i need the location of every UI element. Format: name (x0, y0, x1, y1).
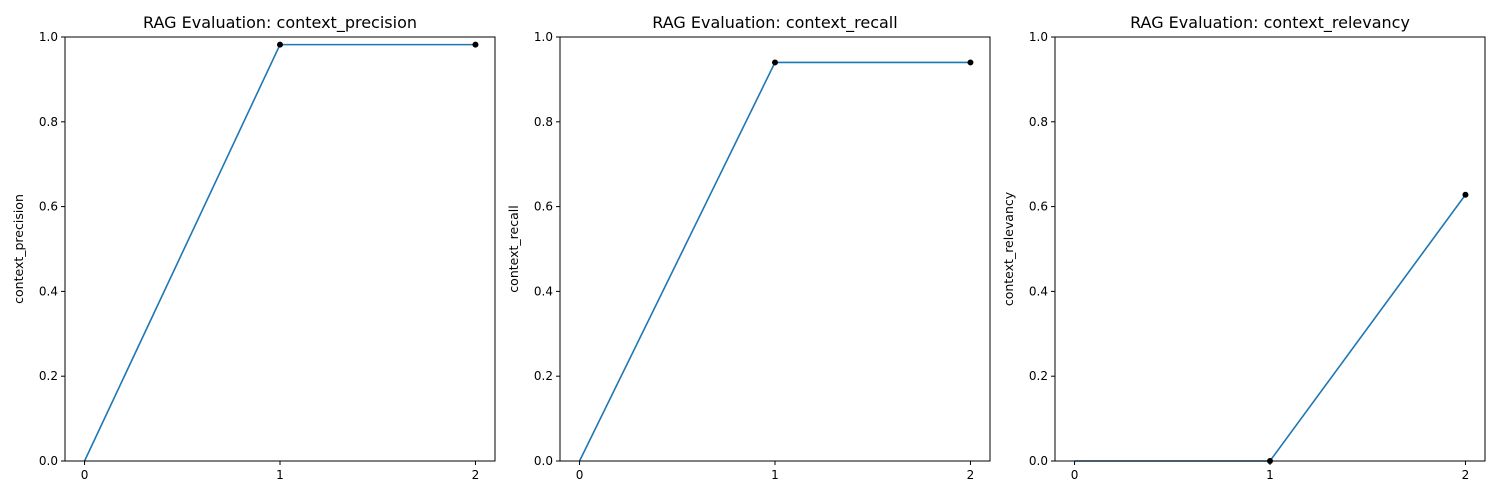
chart-title: RAG Evaluation: context_recall (652, 13, 897, 33)
y-tick-label: 0.4 (1029, 284, 1048, 298)
x-tick-label: 0 (81, 468, 89, 482)
chart-title: RAG Evaluation: context_relevancy (1130, 13, 1410, 33)
y-tick-label: 0.0 (1029, 454, 1048, 468)
y-tick-label: 0.6 (534, 200, 553, 214)
y-tick-label: 0.8 (39, 115, 58, 129)
x-tick-label: 0 (1071, 468, 1079, 482)
y-axis-label: context_precision (11, 194, 26, 304)
chart-panel-0: RAG Evaluation: context_precisioncontext… (11, 13, 496, 482)
y-axis-label: context_relevancy (1001, 191, 1016, 306)
series-line (578, 61, 971, 462)
chart-title: RAG Evaluation: context_precision (143, 13, 417, 33)
y-tick-label: 1.0 (534, 30, 553, 44)
x-tick-label: 1 (771, 468, 779, 482)
y-tick-label: 1.0 (1029, 30, 1048, 44)
data-point (472, 41, 479, 48)
y-tick-label: 1.0 (39, 30, 58, 44)
series-line (1074, 194, 1467, 462)
axes-frame (1054, 36, 1486, 462)
data-point (772, 59, 778, 66)
chart-panel-1: RAG Evaluation: context_recall context_re… (506, 13, 991, 482)
y-axis-label: context_recall (506, 205, 521, 292)
y-tick-label: 0.8 (1029, 115, 1048, 129)
x-tick-label: 1 (276, 468, 284, 482)
data-point (1462, 191, 1469, 198)
x-tick-label: 0 (576, 468, 584, 482)
y-tick-label: 0.0 (39, 454, 58, 468)
y-tick-label: 0.8 (534, 115, 553, 129)
y-tick-label: 0.6 (39, 200, 58, 214)
x-tick-label: 2 (967, 468, 975, 482)
x-tick-label: 1 (1266, 468, 1274, 482)
axes-frame (64, 36, 496, 462)
data-point (967, 59, 974, 66)
axes-frame (559, 36, 991, 462)
y-tick-label: 0.4 (534, 284, 553, 298)
y-tick-label: 0.2 (39, 369, 58, 383)
data-point (277, 41, 283, 48)
x-tick-label: 2 (472, 468, 480, 482)
y-tick-label: 0.0 (534, 454, 553, 468)
y-tick-label: 0.4 (39, 284, 58, 298)
y-tick-label: 0.2 (1029, 369, 1048, 383)
y-tick-label: 0.6 (1029, 200, 1048, 214)
y-tick-label: 0.2 (534, 369, 553, 383)
series-line (83, 43, 476, 462)
chart-panel-2: RAG Evaluation: context_relevancycontext… (1001, 13, 1486, 482)
x-tick-label: 2 (1462, 468, 1470, 482)
